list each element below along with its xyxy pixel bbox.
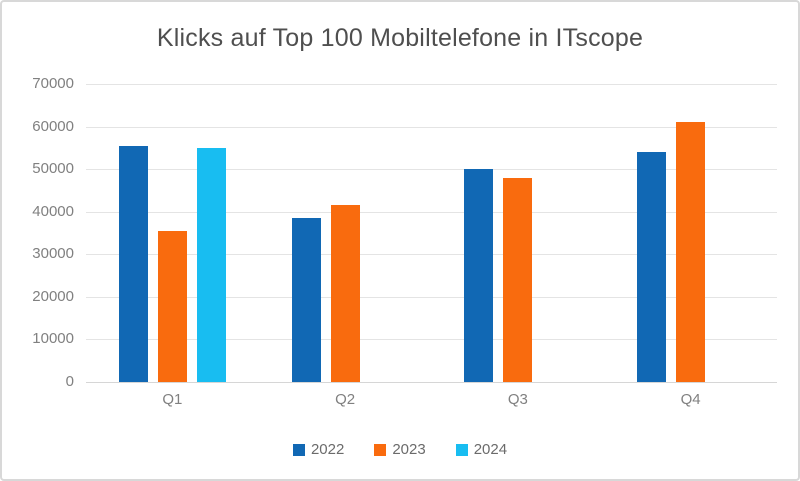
bar-2023-q4 xyxy=(676,122,706,382)
gridline xyxy=(86,211,777,213)
legend-item-2022: 2022 xyxy=(292,441,345,458)
chart-title: Klicks auf Top 100 Mobiltelefone in ITsc… xyxy=(156,24,644,52)
legend-item-2023: 2023 xyxy=(374,441,426,458)
y-tick-label: 0 xyxy=(65,373,74,390)
bar-2022-q3 xyxy=(464,169,494,382)
y-tick-label: 40000 xyxy=(32,202,74,220)
bar-group-q1 xyxy=(86,84,259,382)
bar-groups xyxy=(86,84,777,382)
gridline xyxy=(86,296,777,298)
x-axis-tick-labels: Q1 Q2 Q3 Q4 xyxy=(86,391,777,408)
legend: 2022 2023 2024 xyxy=(2,441,798,458)
bar-2022-q1 xyxy=(118,145,148,382)
y-tick-label: 70000 xyxy=(32,75,74,92)
y-tick-label: 30000 xyxy=(32,245,74,263)
x-tick-label-q1: Q1 xyxy=(162,391,183,408)
y-axis-tick-labels: 70000 60000 50000 40000 30000 20000 10000 0 xyxy=(2,75,74,390)
bar-2022-q4 xyxy=(637,152,667,382)
legend-label-2022: 2022 xyxy=(310,441,345,458)
gridline xyxy=(86,254,777,256)
gridline xyxy=(86,126,777,128)
legend-swatch-2023 xyxy=(374,443,387,456)
gridline xyxy=(86,169,777,171)
bar-group-q3 xyxy=(432,84,605,382)
legend-label-2023: 2023 xyxy=(392,441,426,458)
x-tick-label-q2: Q2 xyxy=(335,391,356,408)
bar-2023-q3 xyxy=(503,177,533,382)
x-tick-label-q3: Q3 xyxy=(507,391,528,408)
legend-swatch-2022 xyxy=(292,443,305,456)
gridline xyxy=(86,339,777,341)
gridline xyxy=(86,84,777,85)
legend-swatch-2024 xyxy=(455,443,468,456)
legend-label-2024: 2024 xyxy=(473,441,508,458)
gridline xyxy=(86,382,777,383)
y-tick-label: 10000 xyxy=(32,330,74,348)
legend-item-2024: 2024 xyxy=(455,441,508,458)
bar-2024-q1 xyxy=(196,147,226,382)
bar-2023-q2 xyxy=(330,205,360,382)
bar-group-q4 xyxy=(604,84,777,382)
plot-area xyxy=(86,84,777,383)
x-tick-label-q4: Q4 xyxy=(680,391,701,408)
y-tick-label: 50000 xyxy=(32,160,74,178)
bar-2023-q1 xyxy=(157,230,187,382)
bar-group-q2 xyxy=(259,84,432,382)
y-tick-label: 60000 xyxy=(32,117,74,135)
y-tick-label: 20000 xyxy=(32,287,74,305)
bar-2022-q2 xyxy=(291,218,321,382)
